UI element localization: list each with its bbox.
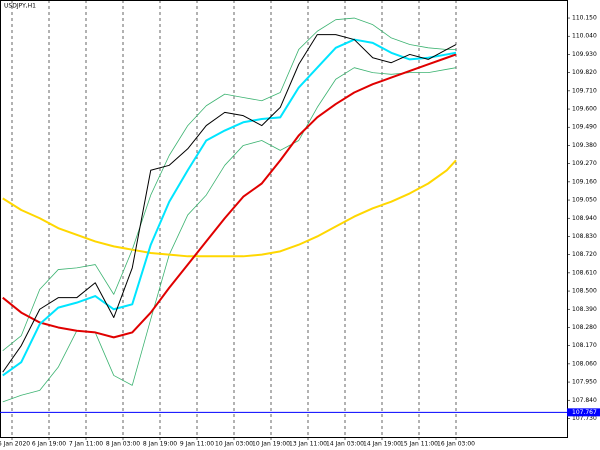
series-line xyxy=(2,159,457,258)
x-tick-label: 6 Jan 19:00 xyxy=(32,441,66,448)
y-tick-label: 109.930 xyxy=(572,51,597,58)
x-tick-label: 16 Jan 03:00 xyxy=(437,441,475,448)
series-line xyxy=(2,38,457,377)
x-tick-label: 7 Jan 11:00 xyxy=(69,441,103,448)
series-line xyxy=(2,34,457,373)
y-tick-label: 108.940 xyxy=(572,215,597,222)
y-tick-label: 108.830 xyxy=(572,233,597,240)
series-line xyxy=(2,53,457,339)
y-tick-label: 109.490 xyxy=(572,124,597,131)
x-tick-label: 15 Jan 11:00 xyxy=(400,441,438,448)
y-tick-label: 109.820 xyxy=(572,69,597,76)
y-tick-label: 107.950 xyxy=(572,379,597,386)
y-tick-label: 110.040 xyxy=(572,33,597,40)
x-tick-label: 10 Jan 03:00 xyxy=(215,441,253,448)
y-tick-label: 107.840 xyxy=(572,397,597,404)
x-tick-label: 10 Jan 19:00 xyxy=(252,441,290,448)
price-label: 107.767 xyxy=(572,409,597,416)
x-tick-label: 14 Jan 19:00 xyxy=(363,441,401,448)
y-tick-label: 108.280 xyxy=(572,324,597,331)
x-tick-label: 14 Jan 03:00 xyxy=(326,441,364,448)
y-tick-label: 109.600 xyxy=(572,106,597,113)
x-tick-label: 8 Jan 03:00 xyxy=(106,441,140,448)
y-tick-label: 107.730 xyxy=(572,415,597,422)
chart-title: USDJPY,H1 xyxy=(4,3,36,10)
x-tick-label: 9 Jan 11:00 xyxy=(180,441,214,448)
y-tick-label: 108.060 xyxy=(572,360,597,367)
y-tick-label: 108.610 xyxy=(572,269,597,276)
plot-frame xyxy=(0,0,568,438)
y-tick-label: 109.380 xyxy=(572,142,597,149)
x-tick-label: 13 Jan 11:00 xyxy=(289,441,327,448)
y-tick-label: 108.390 xyxy=(572,306,597,313)
y-tick-label: 109.270 xyxy=(572,160,597,167)
price-label-box xyxy=(567,408,600,417)
y-tick-label: 109.710 xyxy=(572,87,597,94)
x-tick-label: 6 Jan 2020 xyxy=(0,441,30,448)
y-tick-label: 108.170 xyxy=(572,342,597,349)
y-tick-label: 108.500 xyxy=(572,288,597,295)
y-tick-label: 110.150 xyxy=(572,15,597,22)
series-line xyxy=(2,17,456,351)
y-tick-label: 109.160 xyxy=(572,178,597,185)
x-tick-label: 8 Jan 19:00 xyxy=(143,441,177,448)
y-tick-label: 109.050 xyxy=(572,197,597,204)
y-tick-label: 108.720 xyxy=(572,251,597,258)
